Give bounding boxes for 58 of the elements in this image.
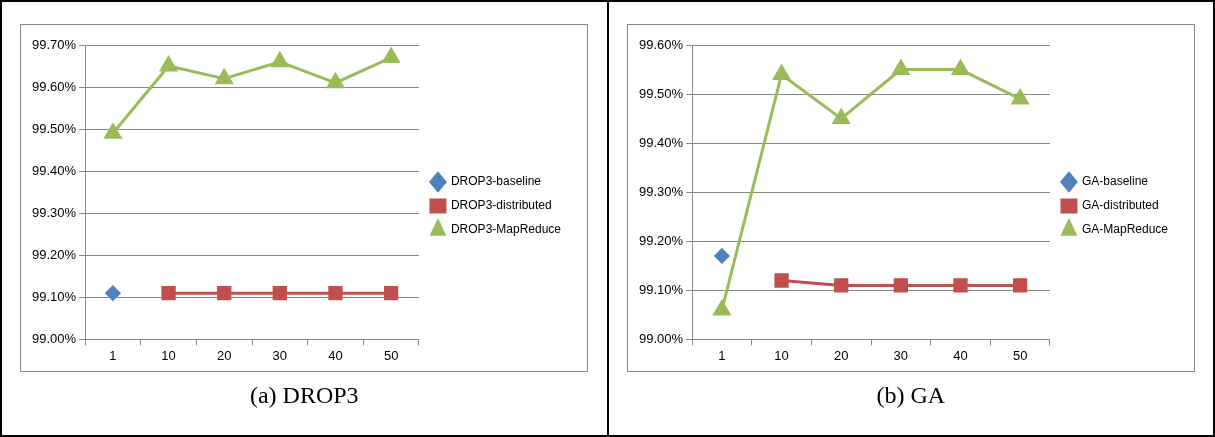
legend-label: GA-MapReduce — [1081, 222, 1168, 237]
x-tick-label: 1 — [109, 347, 117, 363]
point — [328, 285, 343, 301]
x-tick-label: 40 — [328, 347, 343, 363]
point — [105, 285, 121, 301]
y-tick-label: 99.00% — [638, 330, 684, 346]
point — [893, 278, 908, 293]
y-tick-label: 99.70% — [32, 36, 77, 52]
x-tick-label: 20 — [833, 347, 848, 363]
point — [1012, 278, 1027, 293]
x-tick-label: 1 — [717, 347, 726, 363]
y-tick-label: 99.20% — [638, 232, 684, 248]
point — [772, 64, 790, 80]
point — [951, 60, 969, 76]
y-tick-label: 99.10% — [638, 281, 684, 297]
legend-label: DROP3-baseline — [450, 174, 542, 189]
y-tick-label: 99.50% — [638, 85, 684, 101]
y-tick-label: 99.40% — [32, 162, 77, 178]
point — [832, 109, 850, 125]
point — [272, 285, 287, 301]
legend-label: GA-baseline — [1081, 174, 1148, 189]
legend-label: DROP3-distributed — [450, 198, 552, 213]
y-tick-label: 99.60% — [638, 36, 684, 52]
x-tick-label: 50 — [1012, 347, 1027, 363]
point — [104, 123, 122, 139]
point — [271, 52, 289, 68]
point — [713, 248, 729, 264]
y-tick-label: 99.00% — [32, 330, 77, 346]
y-tick-label: 99.50% — [32, 120, 77, 136]
legend-label: DROP3-MapReduce — [450, 222, 562, 237]
y-tick-label: 99.40% — [638, 134, 684, 150]
text: (b) GA — [875, 382, 947, 409]
y-tick-label: 99.10% — [32, 288, 77, 304]
point — [327, 73, 344, 89]
point — [891, 60, 909, 76]
point — [382, 48, 400, 64]
x-tick-label: 50 — [383, 347, 399, 363]
x-tick-label: 10 — [161, 347, 176, 363]
point — [161, 285, 176, 301]
y-tick-label: 99.30% — [638, 183, 684, 199]
point — [215, 69, 233, 85]
point — [833, 278, 848, 293]
point — [952, 278, 968, 293]
point — [217, 285, 232, 301]
point — [383, 285, 399, 301]
y-tick-label: 99.20% — [32, 246, 77, 262]
point — [1011, 89, 1029, 105]
legend-label: GA-distributed — [1081, 198, 1159, 213]
x-tick-label: 30 — [893, 347, 908, 363]
x-tick-label: 10 — [773, 347, 789, 363]
x-tick-label: 40 — [952, 347, 968, 363]
y-tick-label: 99.60% — [32, 78, 77, 94]
x-tick-label: 20 — [216, 347, 232, 363]
x-tick-label: 30 — [272, 347, 288, 363]
text: (a) DROP3 — [248, 382, 360, 409]
point — [773, 273, 789, 288]
y-tick-label: 99.30% — [32, 204, 77, 220]
point — [160, 56, 177, 72]
